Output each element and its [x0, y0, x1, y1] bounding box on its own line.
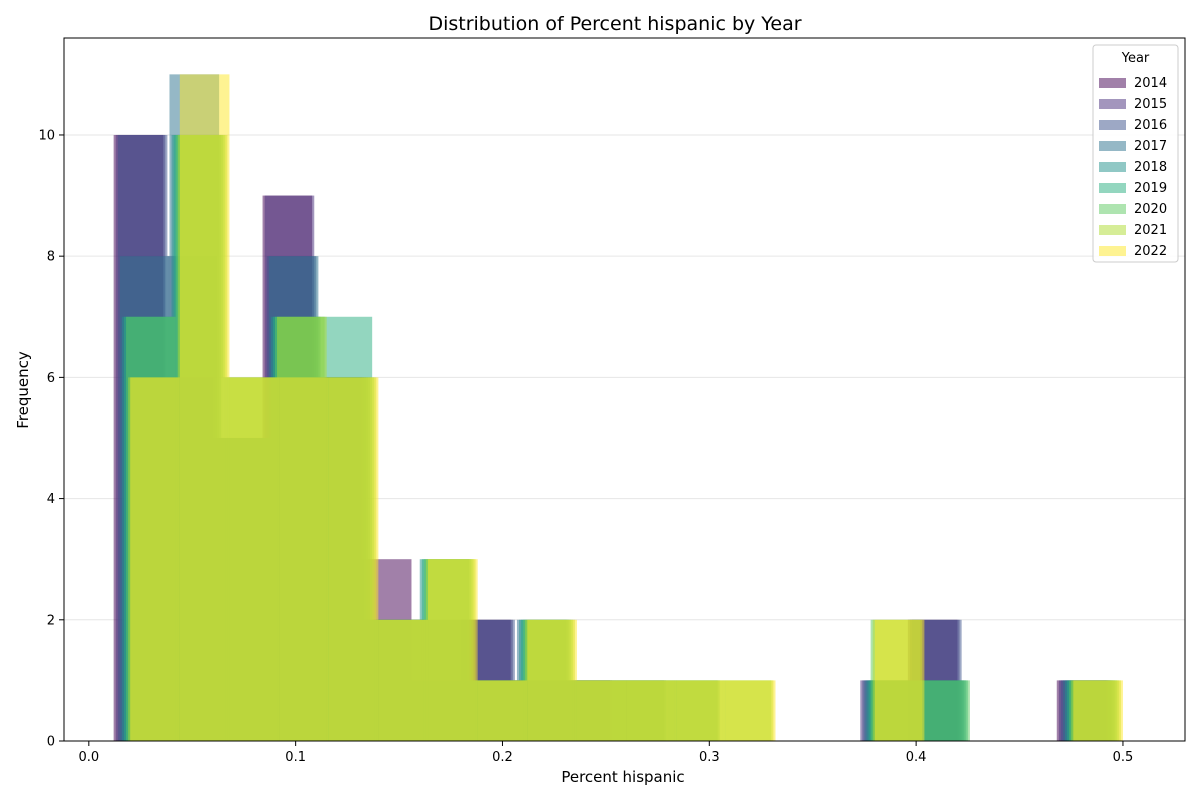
legend-swatch: [1099, 183, 1126, 193]
y-tick-label: 6: [47, 371, 55, 386]
histogram-bar: [179, 74, 230, 742]
legend-swatch: [1099, 141, 1126, 151]
legend-label: 2020: [1134, 202, 1167, 217]
legend-swatch: [1099, 246, 1126, 256]
histogram-bar: [229, 377, 280, 741]
histogram-bar: [725, 680, 776, 741]
histogram-bar: [676, 680, 726, 741]
histogram-bar: [428, 559, 478, 741]
legend-label: 2017: [1134, 139, 1167, 154]
legend-label: 2016: [1134, 118, 1167, 133]
y-tick-label: 4: [47, 492, 55, 507]
histogram-bar: [477, 680, 528, 741]
x-axis: 0.0 0.1 0.2 0.3 0.4 0.5: [78, 741, 1133, 765]
bars-layer: [113, 74, 1123, 742]
y-tick-label: 2: [47, 613, 55, 628]
legend-swatch: [1099, 99, 1126, 109]
x-axis-label: Percent hispanic: [561, 768, 684, 786]
histogram-bar: [576, 680, 627, 741]
histogram-bar: [279, 377, 329, 741]
x-tick-label: 0.1: [285, 750, 306, 765]
legend-label: 2022: [1134, 244, 1167, 259]
legend-label: 2015: [1134, 97, 1167, 112]
y-axis: 0 2 4 6 8 10: [38, 128, 64, 750]
x-tick-label: 0.3: [699, 750, 720, 765]
histogram-bar: [527, 619, 577, 741]
legend-label: 2019: [1134, 181, 1167, 196]
y-tick-label: 0: [47, 735, 55, 750]
chart-title: Distribution of Percent hispanic by Year: [428, 13, 801, 35]
legend: Year 2014 2015 2016 2017 2018 2019 2020 2021 202…: [1092, 44, 1179, 263]
x-tick-label: 0.5: [1113, 750, 1134, 765]
y-axis-label: Frequency: [14, 351, 32, 429]
histogram-bar: [920, 680, 970, 741]
x-tick-label: 0.4: [906, 750, 927, 765]
x-tick-label: 0.0: [78, 750, 99, 765]
legend-swatch: [1099, 225, 1126, 235]
legend-swatch: [1099, 204, 1126, 214]
legend-label: 2021: [1134, 223, 1167, 238]
plot-frame: [63, 37, 1186, 742]
x-tick-label: 0.2: [492, 750, 513, 765]
histogram-bar: [328, 377, 379, 741]
legend-swatch: [1099, 162, 1126, 172]
y-tick-label: 8: [47, 250, 55, 265]
legend-label: 2018: [1134, 160, 1167, 175]
histogram-bar: [626, 680, 677, 741]
histogram-bar: [874, 619, 925, 741]
histogram-bar: [1073, 680, 1123, 741]
legend-swatch: [1099, 120, 1126, 130]
histogram-bar: [378, 619, 429, 741]
legend-label: 2014: [1134, 76, 1167, 91]
series-2022: [130, 74, 1123, 742]
legend-title: Year: [1121, 51, 1150, 66]
legend-swatch: [1099, 78, 1126, 88]
y-tick-label: 10: [38, 128, 55, 143]
histogram-bar: [130, 377, 180, 741]
